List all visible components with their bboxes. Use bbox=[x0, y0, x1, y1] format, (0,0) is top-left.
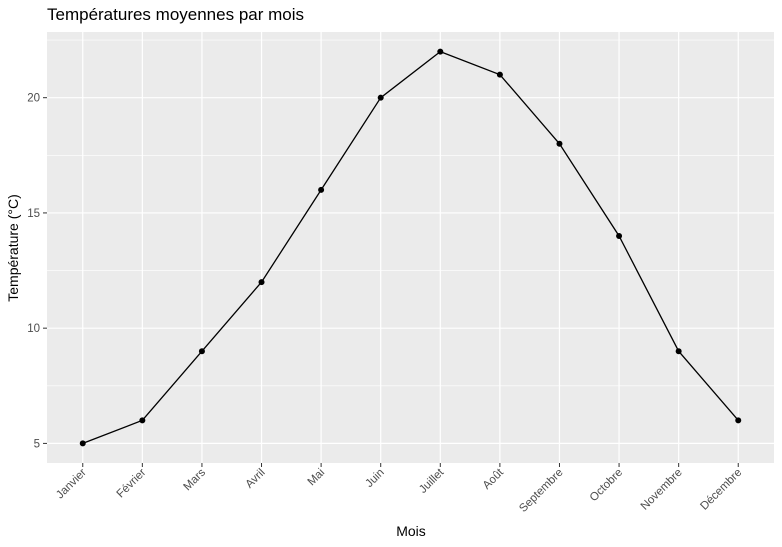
y-tick-label: 10 bbox=[27, 323, 40, 335]
data-points bbox=[79, 48, 742, 447]
series-line-group bbox=[82, 50, 739, 445]
data-point bbox=[318, 186, 325, 193]
series-line bbox=[82, 50, 739, 445]
x-tick-label: Septembre bbox=[517, 467, 565, 515]
x-tick-label: Février bbox=[115, 467, 149, 501]
x-tick-label: Novembre bbox=[639, 467, 685, 513]
y-tick-label: 5 bbox=[34, 438, 40, 450]
y-tick-label: 20 bbox=[27, 93, 40, 105]
chart-title: Températures moyennes par mois bbox=[47, 5, 304, 24]
data-point bbox=[198, 348, 205, 355]
data-point bbox=[139, 417, 146, 424]
x-tick-label: Juin bbox=[363, 467, 386, 490]
data-point bbox=[735, 417, 742, 424]
x-tick-label: Janvier bbox=[54, 467, 89, 502]
data-point bbox=[437, 48, 444, 55]
data-point bbox=[258, 279, 265, 286]
data-point bbox=[79, 440, 86, 447]
data-point bbox=[496, 71, 503, 78]
x-tick-label: Août bbox=[481, 466, 507, 492]
x-axis-title: Mois bbox=[396, 523, 426, 539]
y-axis: 5 10 15 20 bbox=[27, 93, 47, 450]
y-axis-title: Température (°C) bbox=[5, 194, 21, 302]
y-tick-label: 15 bbox=[27, 208, 40, 220]
data-point bbox=[556, 140, 563, 147]
data-point bbox=[616, 232, 623, 239]
major-gridlines bbox=[47, 32, 774, 463]
data-point bbox=[675, 348, 682, 355]
x-tick-label: Juillet bbox=[417, 466, 447, 496]
x-axis: Janvier Février Mars Avril Mai Juin Juillet Aoû… bbox=[54, 463, 744, 515]
data-point bbox=[377, 94, 384, 101]
x-tick-label: Décembre bbox=[698, 467, 744, 513]
x-tick-label: Mars bbox=[181, 466, 208, 493]
x-tick-label: Octobre bbox=[588, 467, 625, 504]
minor-gridlines bbox=[47, 39, 774, 387]
plot-panel bbox=[47, 32, 774, 463]
x-tick-label: Avril bbox=[243, 467, 267, 491]
x-tick-label: Mai bbox=[306, 467, 328, 489]
